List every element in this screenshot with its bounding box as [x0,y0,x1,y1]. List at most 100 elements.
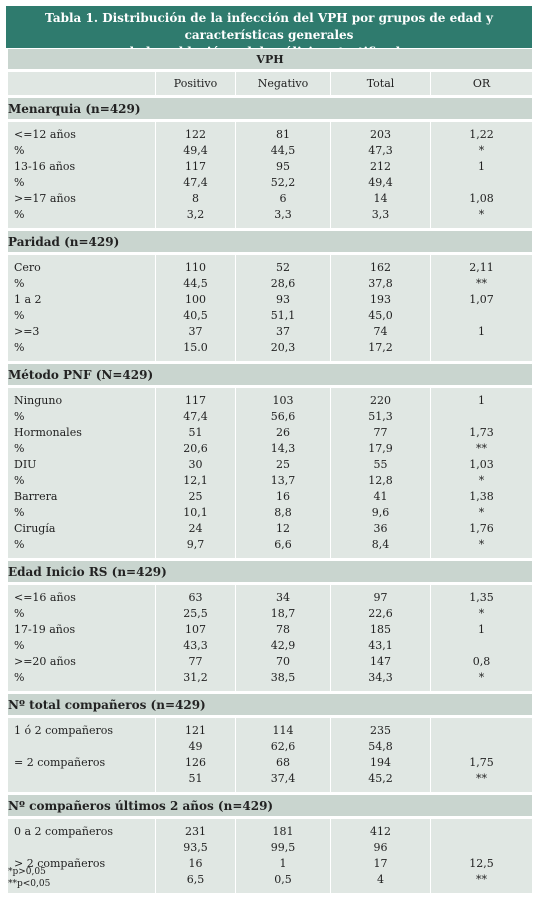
negativo-cell: 44,5 [236,143,331,159]
row-label: >=20 años [8,654,156,670]
negativo-cell: 38,5 [236,670,331,686]
row-label: Ninguno [8,393,156,409]
total-cell: 12,8 [331,473,431,489]
column-header-label [8,72,156,95]
positivo-cell: 47,4 [156,409,236,425]
positivo-cell: 231 [156,824,236,840]
negativo-cell: 114 [236,723,331,739]
negativo-cell: 81 [236,127,331,143]
row-label [8,771,156,787]
table-row: >=20 años 77 70 147 0,8 [8,654,533,670]
row-label: % [8,505,156,521]
or-cell [431,308,533,324]
column-header-total: Total [331,72,431,95]
or-cell: * [431,143,533,159]
total-cell: 17 [331,856,431,872]
negativo-cell: 16 [236,489,331,505]
table-row: DIU 30 25 55 1,03 [8,457,533,473]
total-cell: 54,8 [331,739,431,755]
negativo-cell: 6 [236,191,331,207]
total-cell: 55 [331,457,431,473]
total-cell: 17,9 [331,441,431,457]
or-cell [431,175,533,191]
positivo-cell: 40,5 [156,308,236,324]
row-label: <=12 años [8,127,156,143]
or-cell: 1,07 [431,292,533,308]
row-label: >=17 años [8,191,156,207]
or-cell: 1,08 [431,191,533,207]
negativo-cell: 18,7 [236,606,331,622]
negativo-cell: 42,9 [236,638,331,654]
total-cell: 412 [331,824,431,840]
negativo-cell: 68 [236,755,331,771]
positivo-cell: 51 [156,425,236,441]
total-cell: 43,1 [331,638,431,654]
table-row: 17-19 años 107 78 185 1 [8,622,533,638]
table-row: % 31,2 38,5 34,3 * [8,670,533,686]
footnote: *p>0,05 [8,867,46,877]
row-label: >=3 [8,324,156,340]
total-cell: 45,0 [331,308,431,324]
table-row: = 2 compañeros 126 68 194 1,75 [8,755,533,771]
row-label: % [8,143,156,159]
or-cell: ** [431,276,533,292]
positivo-cell: 93,5 [156,840,236,856]
or-cell: ** [431,771,533,787]
row-label: > 2 compañeros [8,856,156,872]
positivo-cell: 6,5 [156,872,236,888]
section-heading: Nº total compañeros (n=429) [8,694,533,715]
negativo-cell: 56,6 [236,409,331,425]
negativo-cell: 78 [236,622,331,638]
or-cell: 1 [431,622,533,638]
table-row: 51 37,4 45,2 ** [8,771,533,787]
table-row: % 47,4 56,6 51,3 [8,409,533,425]
negativo-cell: 20,3 [236,340,331,356]
or-cell: 1 [431,159,533,175]
negativo-cell: 3,3 [236,207,331,223]
table-row: Barrera 25 16 41 1,38 [8,489,533,505]
or-cell [431,409,533,425]
row-label: % [8,606,156,622]
or-cell: 1,03 [431,457,533,473]
total-cell: 4 [331,872,431,888]
row-label: % [8,175,156,191]
table-row: % 20,6 14,3 17,9 ** [8,441,533,457]
positivo-cell: 122 [156,127,236,143]
table-row: Cirugía 24 12 36 1,76 [8,521,533,537]
or-cell: 1,73 [431,425,533,441]
positivo-cell: 10,1 [156,505,236,521]
table-title: Tabla 1. Distribución de la infección de… [6,6,532,59]
table-row: % 3,2 3,3 3,3 * [8,207,533,223]
row-label: % [8,409,156,425]
positivo-cell: 117 [156,159,236,175]
positivo-cell: 31,2 [156,670,236,686]
positivo-cell: 126 [156,755,236,771]
section-heading-row: Método PNF (N=429) [8,364,533,385]
row-label [8,840,156,856]
table-row: 1 a 2 100 93 193 1,07 [8,292,533,308]
or-cell: ** [431,441,533,457]
or-cell: * [431,606,533,622]
or-cell: * [431,537,533,553]
positivo-cell: 110 [156,260,236,276]
total-cell: 47,3 [331,143,431,159]
or-cell [431,340,533,356]
section-heading: Método PNF (N=429) [8,364,533,385]
table-row: % 43,3 42,9 43,1 [8,638,533,654]
or-cell: 1,75 [431,755,533,771]
total-cell: 17,2 [331,340,431,356]
row-label: DIU [8,457,156,473]
table-row: Hormonales 51 26 77 1,73 [8,425,533,441]
negativo-cell: 99,5 [236,840,331,856]
vph-header: VPH [8,49,533,69]
row-label: 17-19 años [8,622,156,638]
total-cell: 162 [331,260,431,276]
row-label: Cirugía [8,521,156,537]
table-row: % 15.0 20,3 17,2 [8,340,533,356]
column-header-row: Positivo Negativo Total OR [8,72,533,95]
positivo-cell: 44,5 [156,276,236,292]
row-label [8,739,156,755]
positivo-cell: 49 [156,739,236,755]
table-row: % 9,7 6,6 8,4 * [8,537,533,553]
